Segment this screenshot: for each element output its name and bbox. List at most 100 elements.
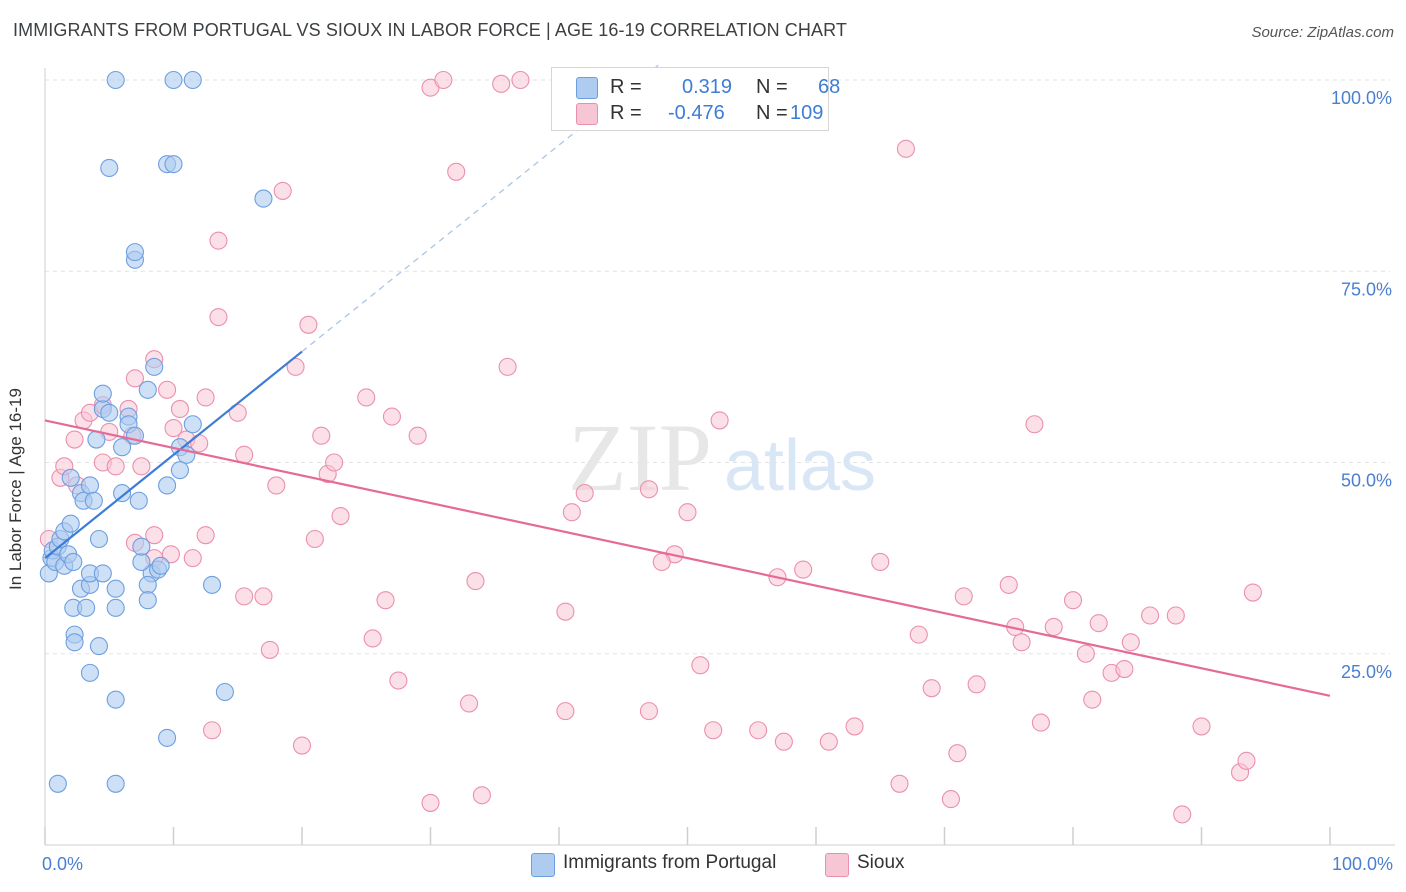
- sioux-point: [203, 721, 222, 740]
- sioux-point: [357, 388, 376, 407]
- sioux-point: [125, 369, 144, 388]
- sioux-point: [704, 721, 723, 740]
- sioux-point: [1083, 690, 1102, 709]
- portugal-point: [129, 491, 148, 510]
- sioux-point: [1025, 415, 1044, 434]
- sioux-point: [292, 736, 312, 755]
- watermark: ZIP atlas: [568, 404, 876, 511]
- sioux-point: [999, 575, 1018, 594]
- sioux-point: [1012, 633, 1031, 652]
- sioux-point: [1115, 659, 1134, 679]
- legend-r-value: 0.319: [682, 76, 733, 98]
- sioux-point: [209, 231, 228, 250]
- sioux-point: [325, 453, 344, 472]
- sioux-point: [575, 484, 594, 503]
- sioux-point: [331, 506, 350, 526]
- y-tick-label: 50.0%: [1341, 471, 1392, 491]
- sioux-point: [421, 793, 440, 812]
- sioux-point: [562, 503, 581, 522]
- legend-n-label: N =: [756, 102, 788, 124]
- portugal-point: [132, 552, 151, 572]
- sioux-point: [1089, 614, 1108, 633]
- sioux-point: [196, 526, 215, 545]
- portugal-point: [170, 461, 189, 480]
- sioux-point: [183, 549, 202, 568]
- sioux-point: [498, 357, 517, 376]
- sioux-point: [639, 480, 659, 499]
- portugal-point: [65, 633, 84, 652]
- sioux-point: [472, 786, 491, 805]
- portugal-point: [106, 774, 125, 793]
- portugal-point: [125, 243, 144, 262]
- portugal-point: [164, 70, 183, 90]
- y-axis-label: In Labor Force | Age 16-19: [6, 388, 25, 590]
- x-tick-label-max: 100.0%: [1332, 854, 1393, 874]
- portugal-point: [80, 663, 100, 682]
- portugal-point: [106, 70, 125, 90]
- legend-swatch-blue: [576, 77, 598, 99]
- portugal-point: [61, 468, 80, 487]
- y-tick-label: 25.0%: [1341, 662, 1392, 682]
- portugal-point: [100, 403, 119, 422]
- legend-n-label: N =: [756, 76, 788, 98]
- sioux-point: [267, 476, 286, 495]
- sioux-point: [954, 587, 973, 606]
- legend-r-label: R =: [610, 102, 642, 124]
- sioux-point: [1173, 805, 1192, 824]
- portugal-point: [183, 70, 202, 90]
- portugal-point: [106, 579, 125, 598]
- portugal-point: [113, 438, 132, 457]
- sioux-point: [286, 357, 305, 376]
- grid-lines: [45, 79, 1390, 655]
- legend-r-label: R =: [610, 76, 642, 98]
- sioux-point: [145, 526, 164, 545]
- sioux-point: [909, 625, 928, 644]
- sioux-point: [1076, 644, 1095, 663]
- sioux-point: [389, 671, 408, 690]
- chart-title: IMMIGRANTS FROM PORTUGAL VS SIOUX IN LAB…: [13, 20, 847, 40]
- sioux-point: [967, 675, 986, 694]
- sioux-point: [492, 74, 511, 93]
- sioux-point: [260, 640, 279, 659]
- sioux-point: [691, 656, 710, 675]
- sioux-point: [896, 139, 916, 158]
- sioux-points: [39, 70, 1262, 824]
- legend-n-value: 109: [790, 102, 824, 124]
- sioux-point: [511, 70, 530, 90]
- bottom-legend-label: Sioux: [857, 852, 905, 873]
- sioux-point: [158, 380, 177, 399]
- portugal-point: [183, 415, 202, 434]
- legend-r-value: -0.476: [668, 102, 725, 124]
- sioux-point: [363, 629, 382, 648]
- portugal-point: [89, 529, 109, 549]
- sioux-point: [1243, 583, 1262, 602]
- sioux-point: [305, 529, 324, 549]
- sioux-point: [132, 457, 151, 476]
- sioux-point: [170, 399, 189, 419]
- sioux-point: [1121, 633, 1140, 652]
- bottom-legend-label: Immigrants from Portugal: [563, 852, 777, 873]
- portugal-point: [106, 690, 125, 709]
- sioux-point: [871, 552, 890, 572]
- sioux-point: [209, 308, 228, 327]
- sioux-point: [774, 732, 793, 751]
- portugal-point: [138, 591, 157, 610]
- x-tick-label-min: 0.0%: [42, 854, 83, 874]
- portugal-point: [100, 158, 119, 178]
- sioux-point: [1063, 591, 1083, 610]
- sioux-point: [1044, 617, 1063, 637]
- sioux-point: [1031, 713, 1050, 732]
- sioux-point: [196, 388, 215, 407]
- portugal-point: [80, 476, 100, 495]
- portugal-point: [84, 491, 103, 510]
- sioux-point: [1166, 606, 1185, 625]
- sioux-point: [164, 419, 183, 438]
- sioux-point: [948, 744, 967, 763]
- y-tick-label: 100.0%: [1331, 88, 1392, 108]
- sioux-point: [1237, 751, 1256, 770]
- portugal-point: [113, 484, 132, 503]
- sioux-point: [106, 457, 125, 476]
- sioux-point: [447, 162, 466, 181]
- sioux-point: [1141, 606, 1160, 625]
